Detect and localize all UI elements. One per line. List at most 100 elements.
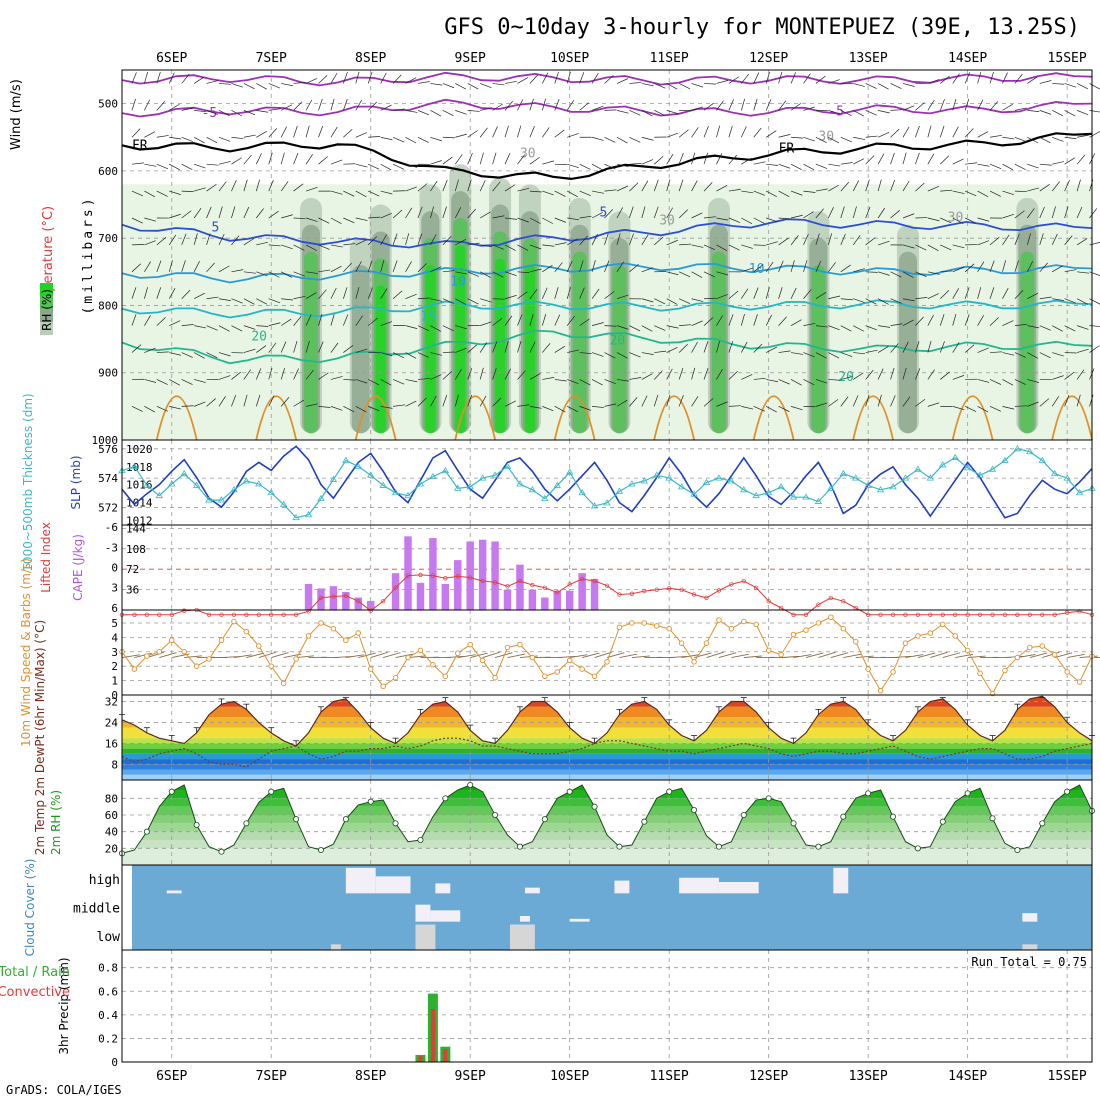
thickness-marker [528,486,537,493]
lifted-index-marker [157,612,162,617]
wind-barb [193,136,205,144]
wind-barb [542,377,555,380]
contour-label: 5 [212,220,220,235]
thickness-tick-label: 576 [98,443,118,456]
wind-barb [517,217,529,223]
lifted-index-marker [890,612,896,617]
wind-barb [778,350,791,353]
isotherm-line [121,329,1093,365]
wind-barb [927,293,939,300]
lifted-index-marker [1027,612,1032,617]
wind-barb [1076,110,1089,116]
wind-speed-marker [927,630,934,636]
wind-barb [243,154,252,165]
lifted-index-marker [231,612,237,617]
wind-speed-marker [815,620,822,626]
wind-barb [380,72,387,84]
cape-bar [441,583,450,610]
thickness-marker [267,488,275,496]
contour-label: 20 [251,329,267,344]
wind-barb [852,234,861,246]
thickness-marker [702,478,711,485]
thickness-marker [1001,456,1009,463]
wind-barb [467,110,480,112]
wind-barb [803,163,815,171]
wind-barb [131,217,143,224]
surface-wind-barb [743,655,762,658]
isotherm-line [121,299,1093,319]
wind-barb [753,343,763,353]
wind-barb [716,100,724,111]
rh-marker [218,848,225,855]
wind-barb [939,341,945,353]
wind-speed-marker [902,640,909,646]
wind-barb [256,241,269,246]
temp-color-band [122,706,1092,718]
rh-marker [815,843,822,850]
wind-barb [964,344,975,353]
wind-tick-label: 1 [111,675,118,688]
wind-barb [828,184,839,192]
wind-barb [591,352,604,357]
wind-barb [144,347,156,353]
wind-barb [168,72,175,84]
thickness-marker [578,488,586,496]
rh-marker [317,847,324,854]
lifted-index-tick-label: 6 [111,602,118,615]
wind-barb [343,243,356,246]
wind-barb [927,186,940,192]
wind-barb [255,153,262,165]
isotherm-line [121,132,1093,181]
rh-marker [765,795,772,802]
wind-barb [1014,136,1027,142]
chart-title: GFS 0~10day 3-hourly for MONTEPUEZ (39E,… [444,15,1080,40]
wind-tick-label: 4 [111,631,118,644]
wind-barb [455,133,467,138]
surface-wind-barb [818,651,836,658]
wind-barb [977,217,990,222]
surface-wind-barb [258,651,277,658]
wind-barb [927,314,934,326]
lifted-index-marker [356,599,361,604]
wind-speed-marker [1051,651,1058,658]
wind-barb [442,156,453,165]
wind-barb [442,351,455,353]
surface-wind-barb [1054,652,1073,658]
wind-barb [492,341,498,353]
rh-marker [516,843,523,850]
wind-barb [529,190,542,193]
wind-barb [1076,154,1086,165]
wind-barb [417,136,429,143]
lifted-index-marker [182,608,187,613]
thickness-marker [876,486,885,493]
wind-barb [280,126,287,138]
lifted-index-marker [331,594,336,599]
thickness-marker [1038,456,1046,463]
wind-barb [616,78,629,84]
wind-barb [877,179,882,192]
wind-barb [293,271,305,277]
wind-barb [741,267,753,273]
wind-barb [1002,72,1008,84]
precip-total-legend: Total / Rain [0,965,70,980]
cape-bar [590,578,599,610]
wind-barb [343,262,352,273]
wind-barb [977,163,990,167]
wind-barb [790,352,803,355]
wind-barb [504,184,516,192]
wind-barb [865,83,877,89]
wind-barb [144,261,151,273]
wind-barb [890,152,895,165]
wind-barb [256,345,267,353]
wind-barb [691,298,704,302]
wind-barb [480,244,493,248]
surface-wind-barb [507,653,526,658]
wind-barb [193,401,206,407]
surface-wind-barb [1067,653,1085,658]
wind-barb [977,190,989,198]
wind-barb [1014,405,1027,407]
wind-barb [144,71,149,84]
wind-barb [194,163,206,169]
wind-barb [616,163,629,168]
wind-speed-marker [144,653,150,659]
